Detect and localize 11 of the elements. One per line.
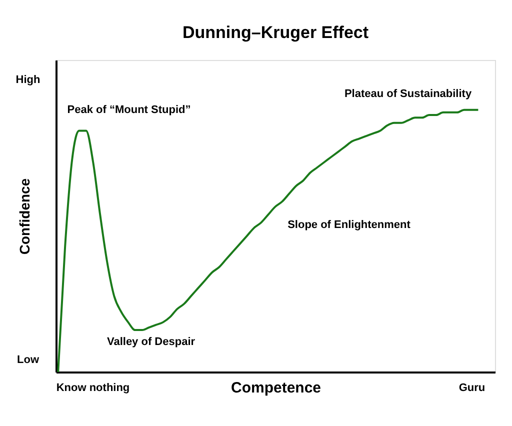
text: High [16,74,40,86]
x-axis-title: Competence [230,380,322,396]
chart-title: Dunning–Kruger Effect [182,23,369,42]
text: Plateau of Sustainability [344,88,472,100]
text: Guru [458,382,486,394]
y-axis-title: Confidence [16,178,32,255]
text: Know nothing [56,382,130,394]
annotation: Valley of Despair [106,336,196,348]
text: Low [17,354,40,366]
annotation: Peak of “Mount Stupid” [67,104,191,116]
annotation: Slope of Enlightenment [288,219,411,231]
